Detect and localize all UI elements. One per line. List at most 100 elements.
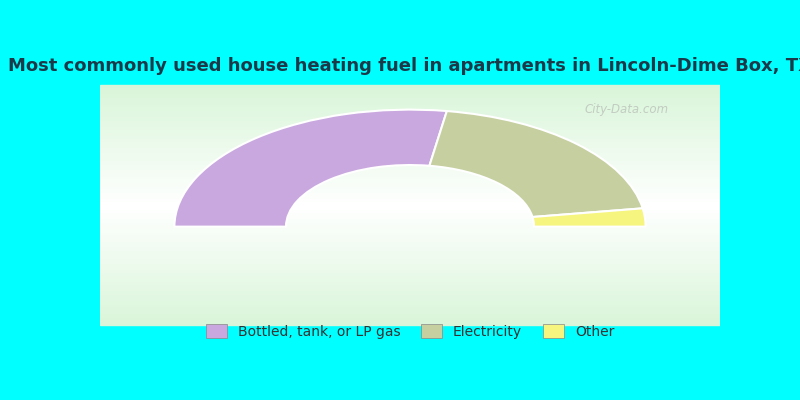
Bar xyxy=(100,256,720,257)
Bar xyxy=(100,126,720,127)
Text: Most commonly used house heating fuel in apartments in Lincoln-Dime Box, TX: Most commonly used house heating fuel in… xyxy=(8,57,800,75)
Bar xyxy=(100,252,720,253)
Bar xyxy=(100,143,720,144)
Bar xyxy=(100,199,720,200)
Bar xyxy=(100,157,720,158)
Bar xyxy=(100,307,720,308)
Bar xyxy=(100,106,720,108)
Bar xyxy=(100,262,720,263)
Bar xyxy=(100,137,720,138)
Bar xyxy=(100,264,720,265)
Bar xyxy=(100,324,720,325)
Bar xyxy=(100,105,720,106)
Bar xyxy=(100,164,720,166)
Bar xyxy=(100,150,720,151)
Bar xyxy=(100,246,720,247)
Bar xyxy=(100,293,720,294)
Bar xyxy=(100,190,720,191)
Bar xyxy=(100,306,720,307)
Bar xyxy=(100,272,720,274)
Bar xyxy=(100,280,720,281)
Bar xyxy=(100,299,720,300)
Bar xyxy=(100,194,720,196)
Bar xyxy=(100,86,720,87)
Bar xyxy=(100,131,720,132)
Wedge shape xyxy=(174,110,447,227)
Bar xyxy=(100,187,720,188)
Bar xyxy=(100,144,720,145)
Bar xyxy=(100,289,720,290)
Bar xyxy=(100,166,720,167)
Bar xyxy=(100,136,720,137)
Bar xyxy=(100,301,720,302)
Bar xyxy=(100,263,720,264)
Bar xyxy=(100,254,720,256)
Bar xyxy=(100,319,720,320)
Bar xyxy=(100,311,720,312)
Bar xyxy=(100,235,720,236)
Bar xyxy=(100,114,720,115)
Bar xyxy=(100,238,720,239)
Bar xyxy=(100,161,720,162)
Bar xyxy=(100,112,720,114)
Bar xyxy=(100,227,720,228)
Bar xyxy=(100,232,720,233)
Bar xyxy=(100,221,720,222)
Bar xyxy=(100,115,720,116)
Bar xyxy=(100,124,720,126)
Bar xyxy=(100,99,720,100)
Legend: Bottled, tank, or LP gas, Electricity, Other: Bottled, tank, or LP gas, Electricity, O… xyxy=(198,317,622,346)
Bar xyxy=(100,93,720,94)
Bar xyxy=(100,104,720,105)
Bar xyxy=(100,257,720,258)
Bar xyxy=(100,186,720,187)
Wedge shape xyxy=(430,111,642,217)
Bar xyxy=(100,169,720,170)
Bar xyxy=(100,233,720,234)
Bar xyxy=(100,322,720,323)
Bar xyxy=(100,174,720,175)
Bar xyxy=(100,218,720,220)
Bar xyxy=(100,128,720,130)
Bar xyxy=(100,140,720,142)
Bar xyxy=(100,226,720,227)
Bar xyxy=(100,294,720,295)
Bar xyxy=(100,206,720,208)
Bar xyxy=(100,154,720,155)
Bar xyxy=(100,210,720,211)
Bar xyxy=(100,214,720,215)
Bar xyxy=(100,184,720,185)
Bar xyxy=(100,110,720,111)
Bar xyxy=(100,265,720,266)
Bar xyxy=(100,193,720,194)
Bar xyxy=(100,245,720,246)
Bar xyxy=(100,216,720,217)
Text: City-Data.com: City-Data.com xyxy=(585,103,669,116)
Bar xyxy=(100,173,720,174)
Bar xyxy=(100,266,720,268)
Bar xyxy=(100,316,720,317)
Bar xyxy=(100,258,720,259)
Bar xyxy=(100,172,720,173)
Bar xyxy=(100,88,720,90)
Bar xyxy=(100,234,720,235)
Bar xyxy=(100,149,720,150)
Bar xyxy=(100,145,720,146)
Bar xyxy=(100,162,720,163)
Bar xyxy=(100,176,720,178)
Bar xyxy=(100,290,720,292)
Bar xyxy=(100,323,720,324)
Bar xyxy=(100,111,720,112)
Bar xyxy=(100,138,720,139)
Bar xyxy=(100,116,720,117)
Bar xyxy=(100,118,720,120)
Bar xyxy=(100,296,720,298)
Bar xyxy=(100,248,720,250)
Bar xyxy=(100,156,720,157)
Bar xyxy=(100,288,720,289)
Bar xyxy=(100,242,720,244)
Bar xyxy=(100,87,720,88)
Bar xyxy=(100,223,720,224)
Bar xyxy=(100,305,720,306)
Bar xyxy=(100,320,720,322)
